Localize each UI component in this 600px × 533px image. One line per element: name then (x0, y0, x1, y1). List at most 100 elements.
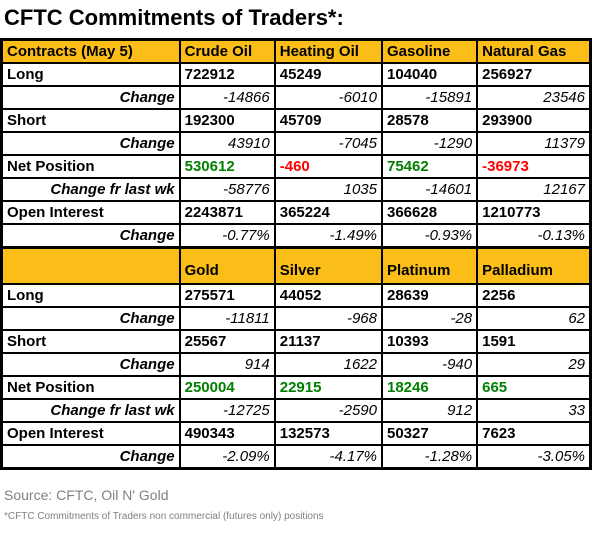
source-text: Source: CFTC, Oil N' Gold (4, 487, 169, 503)
data-cell: 1035 (273, 177, 384, 202)
data-cell: -1.28% (380, 444, 479, 470)
corner-cell (0, 246, 181, 285)
data-cell: 1591 (476, 329, 592, 354)
data-cell: 75462 (380, 154, 479, 179)
data-cell: 250004 (178, 375, 276, 400)
row-label: Change (0, 85, 181, 110)
data-cell: 912 (380, 398, 479, 423)
data-cell: 2243871 (178, 200, 276, 225)
row-label: Change (0, 223, 181, 249)
row-label: Open Interest (0, 421, 181, 446)
data-cell: 43910 (178, 131, 276, 156)
data-cell: -1.49% (273, 223, 384, 249)
column-header-crude-oil: Crude Oil (178, 38, 276, 64)
table-row: Change -14866 -6010 -15891 23546 (0, 85, 592, 110)
row-label: Change (0, 352, 181, 377)
column-header-gold: Gold (178, 246, 276, 285)
data-cell: -36973 (476, 154, 592, 179)
column-header-natural-gas: Natural Gas (476, 38, 592, 64)
data-cell: 44052 (273, 283, 384, 308)
data-cell: -968 (273, 306, 384, 331)
data-cell: -7045 (273, 131, 384, 156)
data-cell: -2590 (273, 398, 384, 423)
data-cell: 28578 (380, 108, 479, 133)
cot-table: Contracts (May 5) Crude Oil Heating Oil Gas… (0, 38, 592, 470)
data-cell: 21137 (273, 329, 384, 354)
table-row: Long 275571 44052 28639 2256 (0, 283, 592, 308)
data-cell: -2.09% (178, 444, 276, 470)
row-label: Short (0, 329, 181, 354)
data-cell: 192300 (178, 108, 276, 133)
data-cell: -58776 (178, 177, 276, 202)
row-label: Long (0, 283, 181, 308)
data-cell: 7623 (476, 421, 592, 446)
row-label: Net Position (0, 375, 181, 400)
data-cell: -1290 (380, 131, 479, 156)
data-cell: -3.05% (476, 444, 592, 470)
data-cell: 11379 (476, 131, 592, 156)
data-cell: -460 (273, 154, 384, 179)
row-label: Change fr last wk (0, 177, 181, 202)
data-cell: 366628 (380, 200, 479, 225)
footnote-text: *CFTC Commitments of Traders non commerc… (4, 511, 324, 522)
data-cell: 18246 (380, 375, 479, 400)
column-header-heating-oil: Heating Oil (273, 38, 384, 64)
section-header-row: Contracts (May 5) Crude Oil Heating Oil Gas… (0, 38, 592, 64)
row-label: Change (0, 306, 181, 331)
data-cell: 2256 (476, 283, 592, 308)
page-title: CFTC Commitments of Traders*: (4, 5, 344, 30)
table-row: Change -0.77% -1.49% -0.93% -0.13% (0, 223, 592, 249)
data-cell: 722912 (178, 62, 276, 87)
data-cell: 62 (476, 306, 592, 331)
data-cell: 25567 (178, 329, 276, 354)
data-cell: -4.17% (273, 444, 384, 470)
data-cell: 1210773 (476, 200, 592, 225)
section-header-row: Gold Silver Platinum Palladium (0, 246, 592, 285)
data-cell: 23546 (476, 85, 592, 110)
data-cell: -14866 (178, 85, 276, 110)
data-cell: -940 (380, 352, 479, 377)
data-cell: 1622 (273, 352, 384, 377)
table-row: Change 43910 -7045 -1290 11379 (0, 131, 592, 156)
data-cell: 104040 (380, 62, 479, 87)
row-label: Change fr last wk (0, 398, 181, 423)
data-cell: -11811 (178, 306, 276, 331)
row-label: Change (0, 444, 181, 470)
table-row: Net Position 250004 22915 18246 665 (0, 375, 592, 400)
data-cell: -12725 (178, 398, 276, 423)
table-row: Change 914 1622 -940 29 (0, 352, 592, 377)
column-header-palladium: Palladium (476, 246, 592, 285)
table-row: Open Interest 2243871 365224 366628 1210773 (0, 200, 592, 225)
data-cell: 132573 (273, 421, 384, 446)
table-row: Short 192300 45709 28578 293900 (0, 108, 592, 133)
data-cell: 12167 (476, 177, 592, 202)
data-cell: 914 (178, 352, 276, 377)
row-label: Long (0, 62, 181, 87)
data-cell: -28 (380, 306, 479, 331)
table-row: Change fr last wk -58776 1035 -14601 12167 (0, 177, 592, 202)
data-cell: 50327 (380, 421, 479, 446)
data-cell: 665 (476, 375, 592, 400)
data-cell: 45249 (273, 62, 384, 87)
table-row: Change -11811 -968 -28 62 (0, 306, 592, 331)
data-cell: 293900 (476, 108, 592, 133)
data-cell: 365224 (273, 200, 384, 225)
corner-cell: Contracts (May 5) (0, 38, 181, 64)
row-label: Short (0, 108, 181, 133)
table-row: Net Position 530612 -460 75462 -36973 (0, 154, 592, 179)
table-row: Long 722912 45249 104040 256927 (0, 62, 592, 87)
data-cell: 10393 (380, 329, 479, 354)
row-label: Open Interest (0, 200, 181, 225)
data-cell: 256927 (476, 62, 592, 87)
data-cell: 28639 (380, 283, 479, 308)
data-cell: -0.13% (476, 223, 592, 249)
data-cell: 275571 (178, 283, 276, 308)
table-row: Change fr last wk -12725 -2590 912 33 (0, 398, 592, 423)
data-cell: 29 (476, 352, 592, 377)
row-label: Net Position (0, 154, 181, 179)
data-cell: 490343 (178, 421, 276, 446)
column-header-silver: Silver (273, 246, 384, 285)
table-row: Short 25567 21137 10393 1591 (0, 329, 592, 354)
row-label: Change (0, 131, 181, 156)
